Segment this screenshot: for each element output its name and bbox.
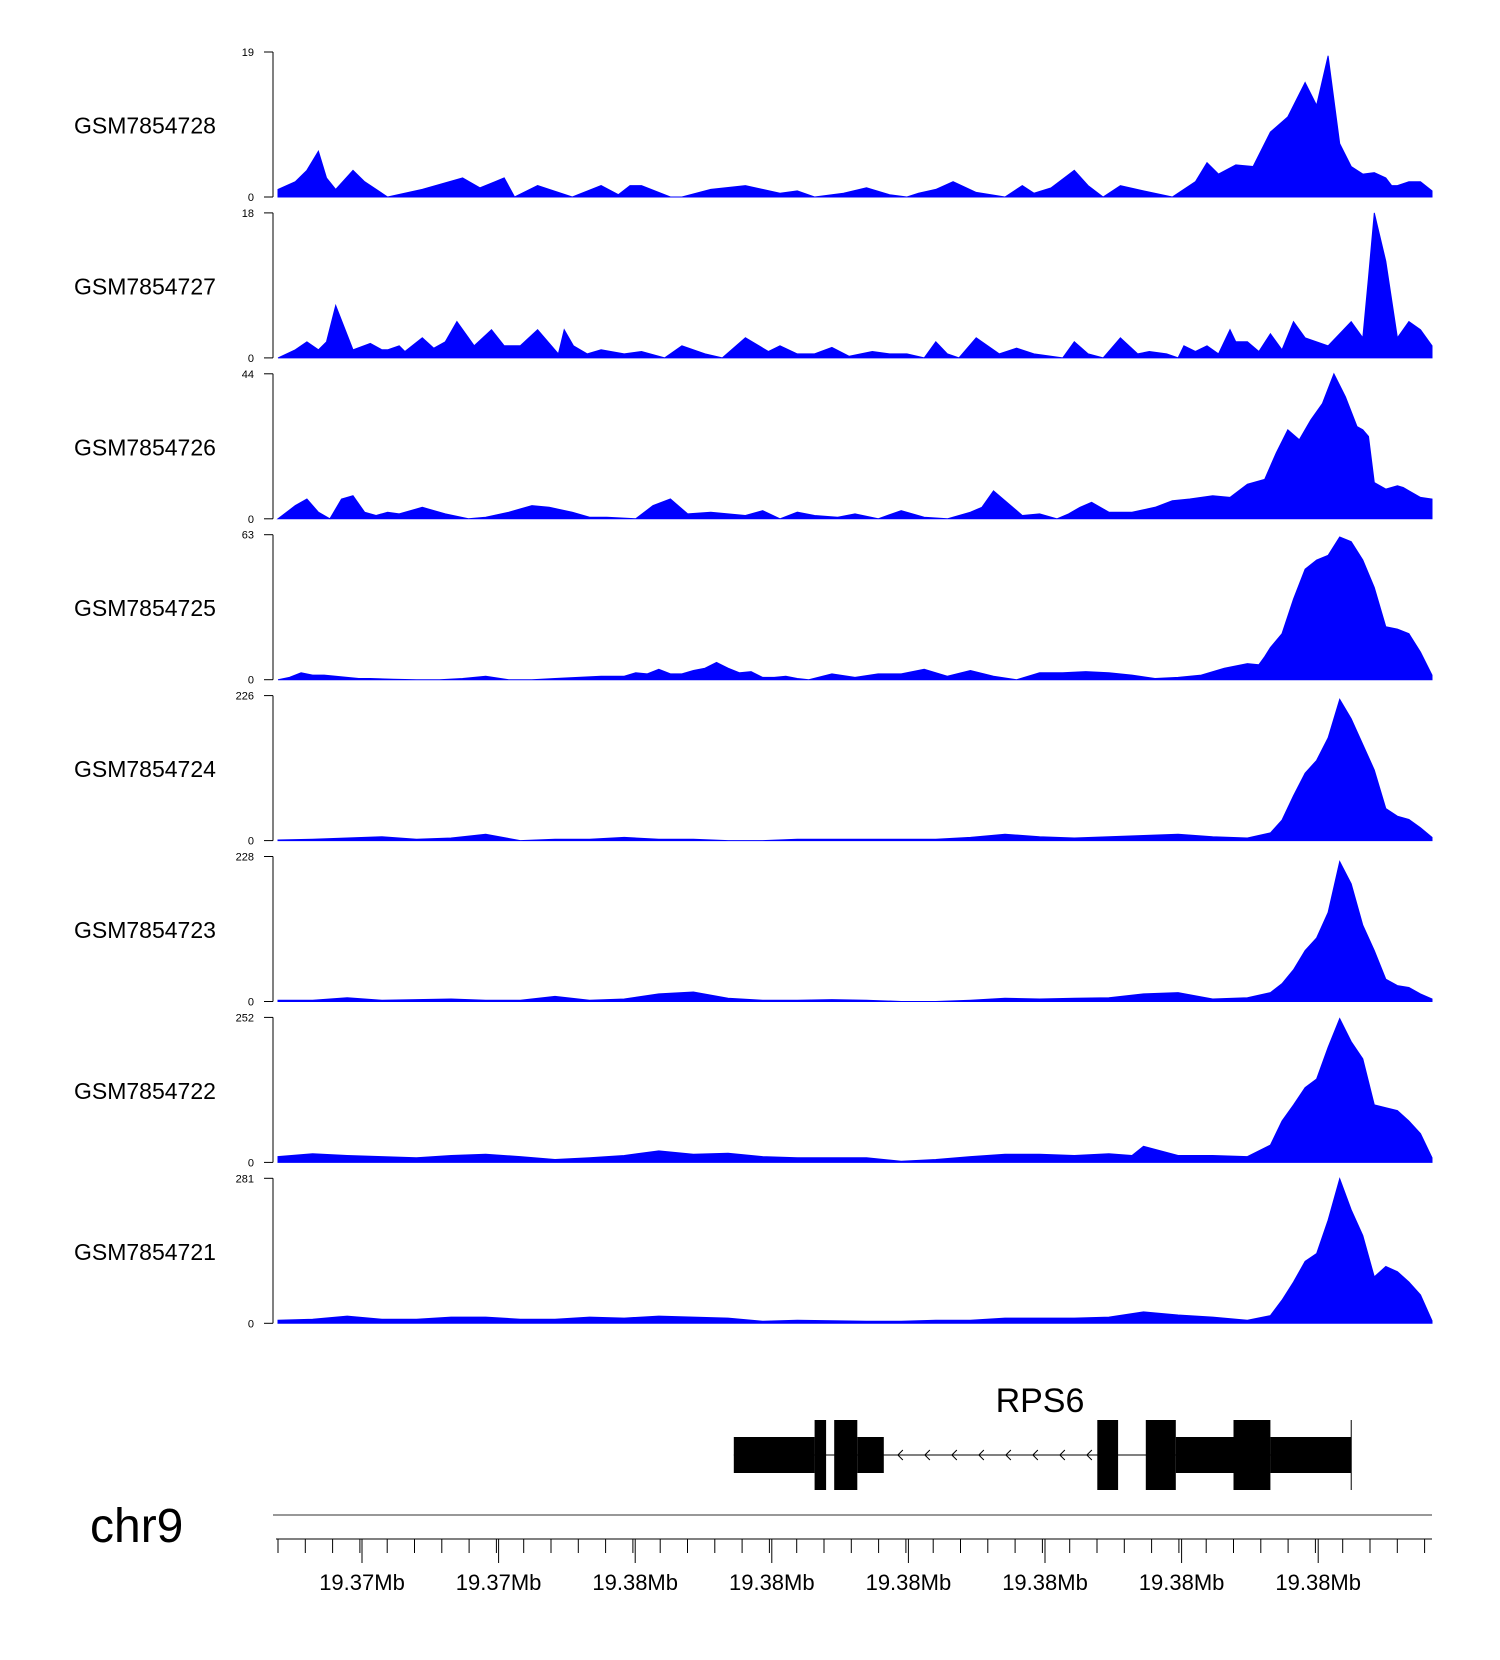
strand-arrow bbox=[978, 1449, 985, 1461]
track-label: GSM7854721 bbox=[74, 1239, 216, 1265]
y-min-label: 0 bbox=[248, 836, 254, 848]
y-min-label: 0 bbox=[248, 353, 254, 365]
strand-arrow bbox=[924, 1449, 931, 1461]
track-label: GSM7854724 bbox=[74, 756, 216, 782]
track-GSM7854726: GSM7854726 44 0 bbox=[74, 369, 1433, 526]
strand-arrow bbox=[897, 1449, 904, 1461]
track-label: GSM7854726 bbox=[74, 434, 216, 460]
track-GSM7854728: GSM7854728 19 0 bbox=[74, 47, 1433, 204]
y-min-label: 0 bbox=[248, 514, 254, 526]
gene-cds-block bbox=[1097, 1420, 1119, 1490]
track-label: GSM7854722 bbox=[74, 1078, 216, 1104]
gene-utr-block bbox=[1175, 1437, 1234, 1473]
coverage-tracks: GSM7854728190GSM7854727180GSM7854726440G… bbox=[74, 47, 1433, 1330]
y-min-label: 0 bbox=[248, 675, 254, 687]
track-GSM7854722: GSM7854722 252 0 bbox=[74, 1012, 1433, 1169]
gene-cds-block bbox=[1145, 1420, 1176, 1490]
gene-utr-block bbox=[857, 1437, 884, 1473]
track-label: GSM7854723 bbox=[74, 917, 216, 943]
coverage-area-GSM7854721 bbox=[277, 1177, 1433, 1324]
axis-tick-label: 19.38Mb bbox=[1139, 1570, 1225, 1595]
coverage-area-GSM7854722 bbox=[277, 1017, 1433, 1163]
axis-tick-label: 19.38Mb bbox=[729, 1570, 815, 1595]
chromosome-label: chr9 bbox=[90, 1500, 183, 1553]
strand-arrow bbox=[1059, 1449, 1066, 1461]
gene-cds-block bbox=[814, 1420, 827, 1490]
strand-arrow bbox=[1086, 1449, 1093, 1461]
coverage-area-GSM7854724 bbox=[277, 698, 1433, 842]
genome-axis: chr9 19.37Mb 19.37Mb 19.38Mb 19.38Mb 19.38Mb… bbox=[90, 1500, 1432, 1595]
y-min-label: 0 bbox=[248, 1318, 254, 1330]
strand-arrow bbox=[951, 1449, 958, 1461]
y-max-label: 19 bbox=[242, 47, 254, 59]
gene-utr-block bbox=[1270, 1437, 1352, 1473]
y-max-label: 226 bbox=[236, 691, 254, 703]
track-label: GSM7854725 bbox=[74, 595, 216, 621]
y-max-label: 44 bbox=[242, 369, 254, 381]
track-GSM7854727: GSM7854727 18 0 bbox=[74, 208, 1433, 365]
track-GSM7854721: GSM7854721 281 0 bbox=[74, 1173, 1433, 1330]
coverage-area-GSM7854725 bbox=[277, 536, 1433, 681]
track-label: GSM7854728 bbox=[74, 113, 216, 139]
y-max-label: 63 bbox=[242, 530, 254, 542]
strand-arrow bbox=[1032, 1449, 1039, 1461]
gene-utr-block bbox=[733, 1437, 815, 1473]
axis-tick-label: 19.38Mb bbox=[1002, 1570, 1088, 1595]
coverage-area-GSM7854727 bbox=[277, 212, 1433, 359]
y-min-label: 0 bbox=[248, 997, 254, 1009]
axis-tick-label: 19.38Mb bbox=[592, 1570, 678, 1595]
y-max-label: 281 bbox=[236, 1173, 254, 1185]
coverage-area-GSM7854728 bbox=[277, 55, 1433, 198]
gene-label: RPS6 bbox=[996, 1382, 1085, 1420]
gene-cds-block bbox=[834, 1420, 858, 1490]
coverage-area-GSM7854723 bbox=[277, 860, 1433, 1002]
axis-tick-label: 19.37Mb bbox=[319, 1570, 405, 1595]
gene-cds-block bbox=[1233, 1420, 1271, 1490]
axis-tick-label: 19.38Mb bbox=[1275, 1570, 1361, 1595]
strand-arrow bbox=[1005, 1449, 1012, 1461]
axis-tick-label: 19.38Mb bbox=[866, 1570, 952, 1595]
track-GSM7854725: GSM7854725 63 0 bbox=[74, 530, 1433, 687]
track-label: GSM7854727 bbox=[74, 273, 216, 299]
y-max-label: 252 bbox=[236, 1012, 254, 1024]
gene-track: RPS6 bbox=[733, 1382, 1352, 1490]
track-GSM7854723: GSM7854723 228 0 bbox=[74, 852, 1433, 1009]
axis-tick-label: 19.37Mb bbox=[456, 1570, 542, 1595]
y-max-label: 18 bbox=[242, 208, 254, 220]
track-GSM7854724: GSM7854724 226 0 bbox=[74, 691, 1433, 848]
y-min-label: 0 bbox=[248, 192, 254, 204]
y-min-label: 0 bbox=[248, 1157, 254, 1169]
coverage-area-GSM7854726 bbox=[276, 372, 1433, 520]
y-max-label: 228 bbox=[236, 852, 254, 864]
